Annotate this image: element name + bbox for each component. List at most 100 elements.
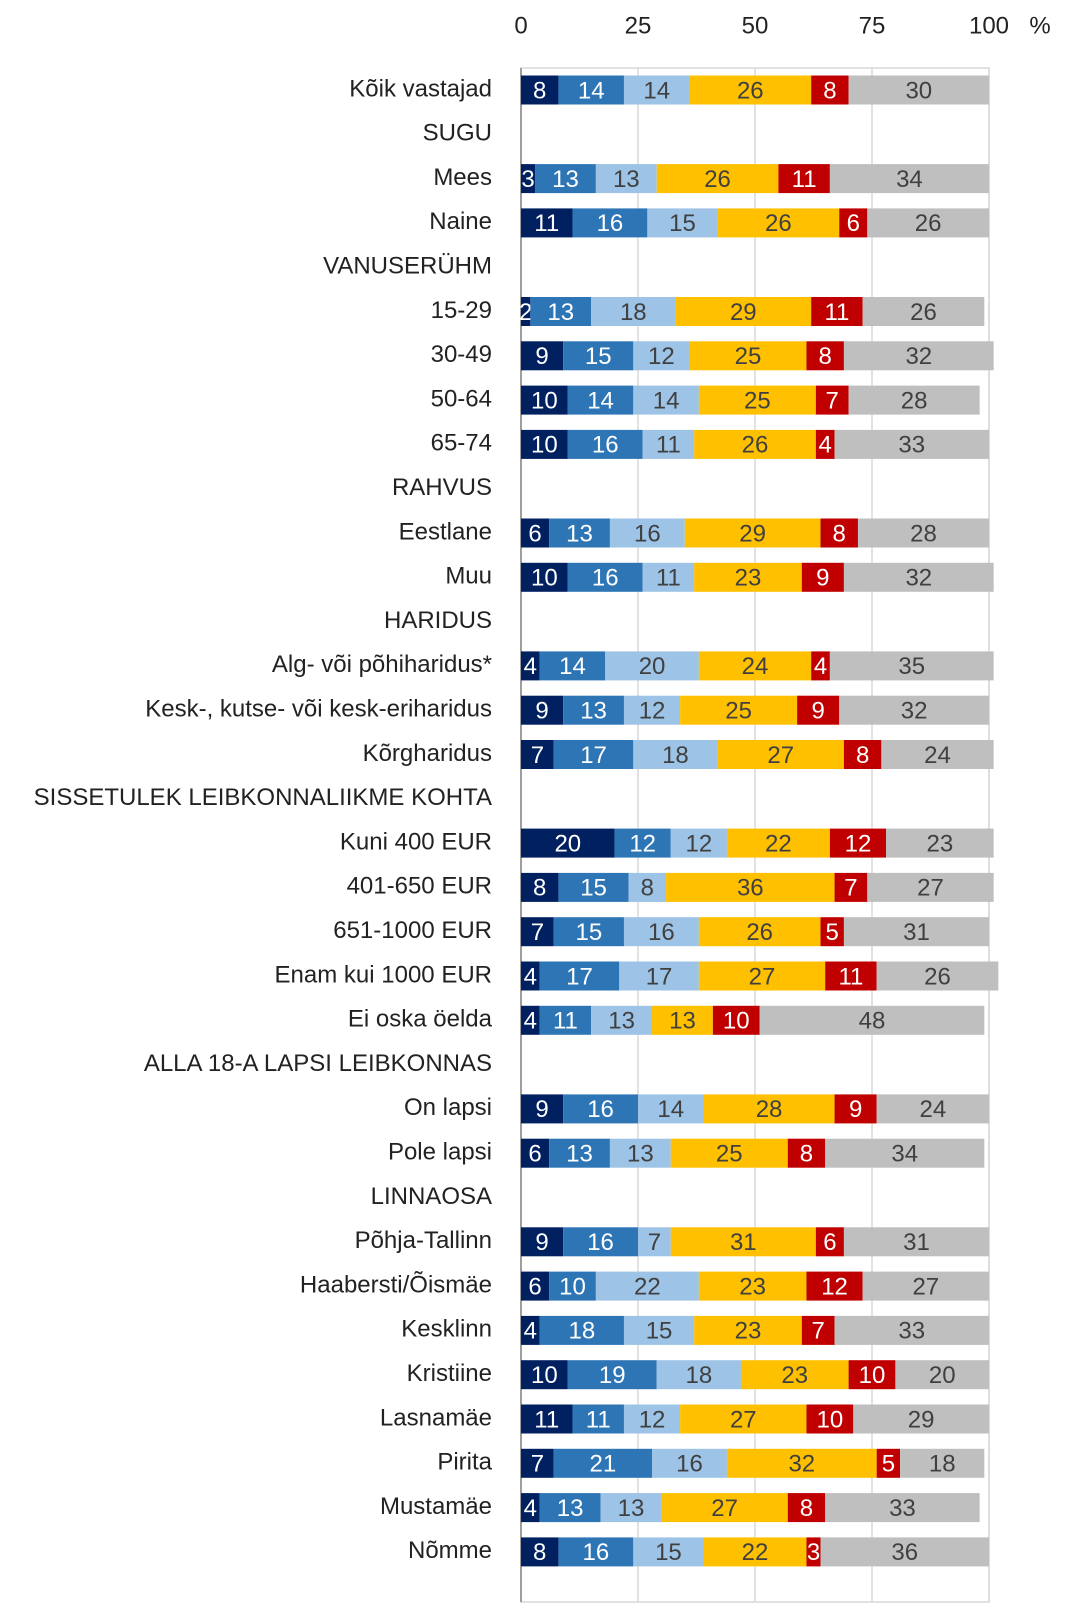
data-label: 22 [765,830,792,857]
data-label: 16 [648,919,675,946]
data-label: 9 [535,1229,548,1256]
bar-segment [623,917,699,947]
bar-segment [862,1271,989,1301]
bar-segment [633,385,699,415]
data-label: 3 [807,1539,820,1566]
bar-segment [787,1493,826,1523]
bar-segment [521,208,573,238]
bar-segment [806,341,844,371]
bar-segment [829,164,989,194]
y-tick-label: Naine [429,208,492,235]
bar-segment [848,385,980,415]
data-label: 28 [901,387,928,414]
data-label: 24 [919,1096,946,1123]
bar-segment [843,1227,989,1257]
data-label: 12 [845,830,872,857]
bar-segment [829,651,994,681]
y-tick-label: HARIDUS [384,607,492,634]
bar-segment [811,651,830,681]
data-label: 16 [634,520,661,547]
bar-segment [820,1537,989,1567]
data-label: 18 [685,1362,712,1389]
data-label: 14 [657,1096,684,1123]
data-label: 12 [639,1406,666,1433]
data-label: 29 [739,520,766,547]
data-label: 32 [905,343,932,370]
data-label: 13 [618,1495,645,1522]
bar-segment [815,429,835,459]
y-tick-label: LINNAOSA [371,1183,492,1210]
data-label: 18 [929,1451,956,1478]
bar-segment [703,1094,835,1124]
x-unit: % [1029,12,1050,39]
data-label: 20 [639,653,666,680]
y-tick-label: Ei oska öelda [348,1006,493,1033]
bar-segment [698,917,821,947]
y-tick-label: Enam kui 1000 EUR [275,961,492,988]
bar-segment [614,828,671,858]
bar-segment [666,872,835,902]
bar-segment [900,1448,985,1478]
data-label: 2 [519,299,532,326]
data-label: 9 [849,1096,862,1123]
bar-segment [521,429,568,459]
bar-segment [703,1537,807,1567]
data-label: 8 [800,1141,813,1168]
data-label: 4 [524,653,537,680]
bar-segment [553,917,624,947]
y-tick-label: Kristiine [407,1360,492,1387]
data-label: 18 [568,1318,595,1345]
data-label: 7 [812,1318,825,1345]
data-label: 7 [648,1229,661,1256]
data-label: 14 [578,77,605,104]
bar-segment [591,297,676,326]
bar-segment [623,695,681,725]
bar-segment [553,1448,653,1478]
x-tick-label: 75 [859,12,886,39]
bar-segment [521,164,536,194]
bar-segment [563,341,634,371]
bar-segment [825,1138,985,1168]
bar-segment [521,1537,559,1567]
data-label: 34 [896,166,923,193]
bar-segment [563,1227,638,1257]
data-label: 24 [924,742,951,769]
data-label: 14 [587,387,614,414]
data-label: 11 [838,963,863,990]
bar-segment [740,1360,849,1390]
bar-segment [563,695,624,725]
bar-segment [661,1493,788,1523]
data-label: 48 [859,1008,886,1035]
data-label: 9 [816,565,829,592]
data-label: 10 [723,1008,750,1035]
data-label: 6 [823,1229,836,1256]
data-label: 17 [566,963,593,990]
data-label: 36 [891,1539,918,1566]
data-label: 8 [819,343,832,370]
data-label: 4 [524,1008,537,1035]
data-label: 3 [521,166,534,193]
bar-segment [717,740,844,769]
y-tick-label: Kesklinn [401,1316,492,1343]
bar-segment [567,562,643,592]
data-label: 12 [685,830,712,857]
data-label: 15 [669,210,696,237]
data-label: 23 [781,1362,808,1389]
bar-segment [595,1271,699,1301]
bar-segment [857,518,989,548]
bar-segment [843,917,989,947]
bar-segment [521,740,554,769]
bar-segment [558,1537,634,1567]
data-label: 27 [711,1495,738,1522]
bar-segment [670,828,727,858]
y-tick-label: SISSETULEK LEIBKONNALIIKME KOHTA [34,784,492,811]
data-label: 4 [524,963,537,990]
y-tick-label: Pirita [437,1449,492,1476]
data-label: 13 [557,1495,584,1522]
bar-segment [633,1537,704,1567]
data-label: 20 [929,1362,956,1389]
data-label: 13 [566,1141,593,1168]
bar-segment [694,429,816,459]
bar-segment [680,695,798,725]
data-label: 11 [824,299,849,326]
